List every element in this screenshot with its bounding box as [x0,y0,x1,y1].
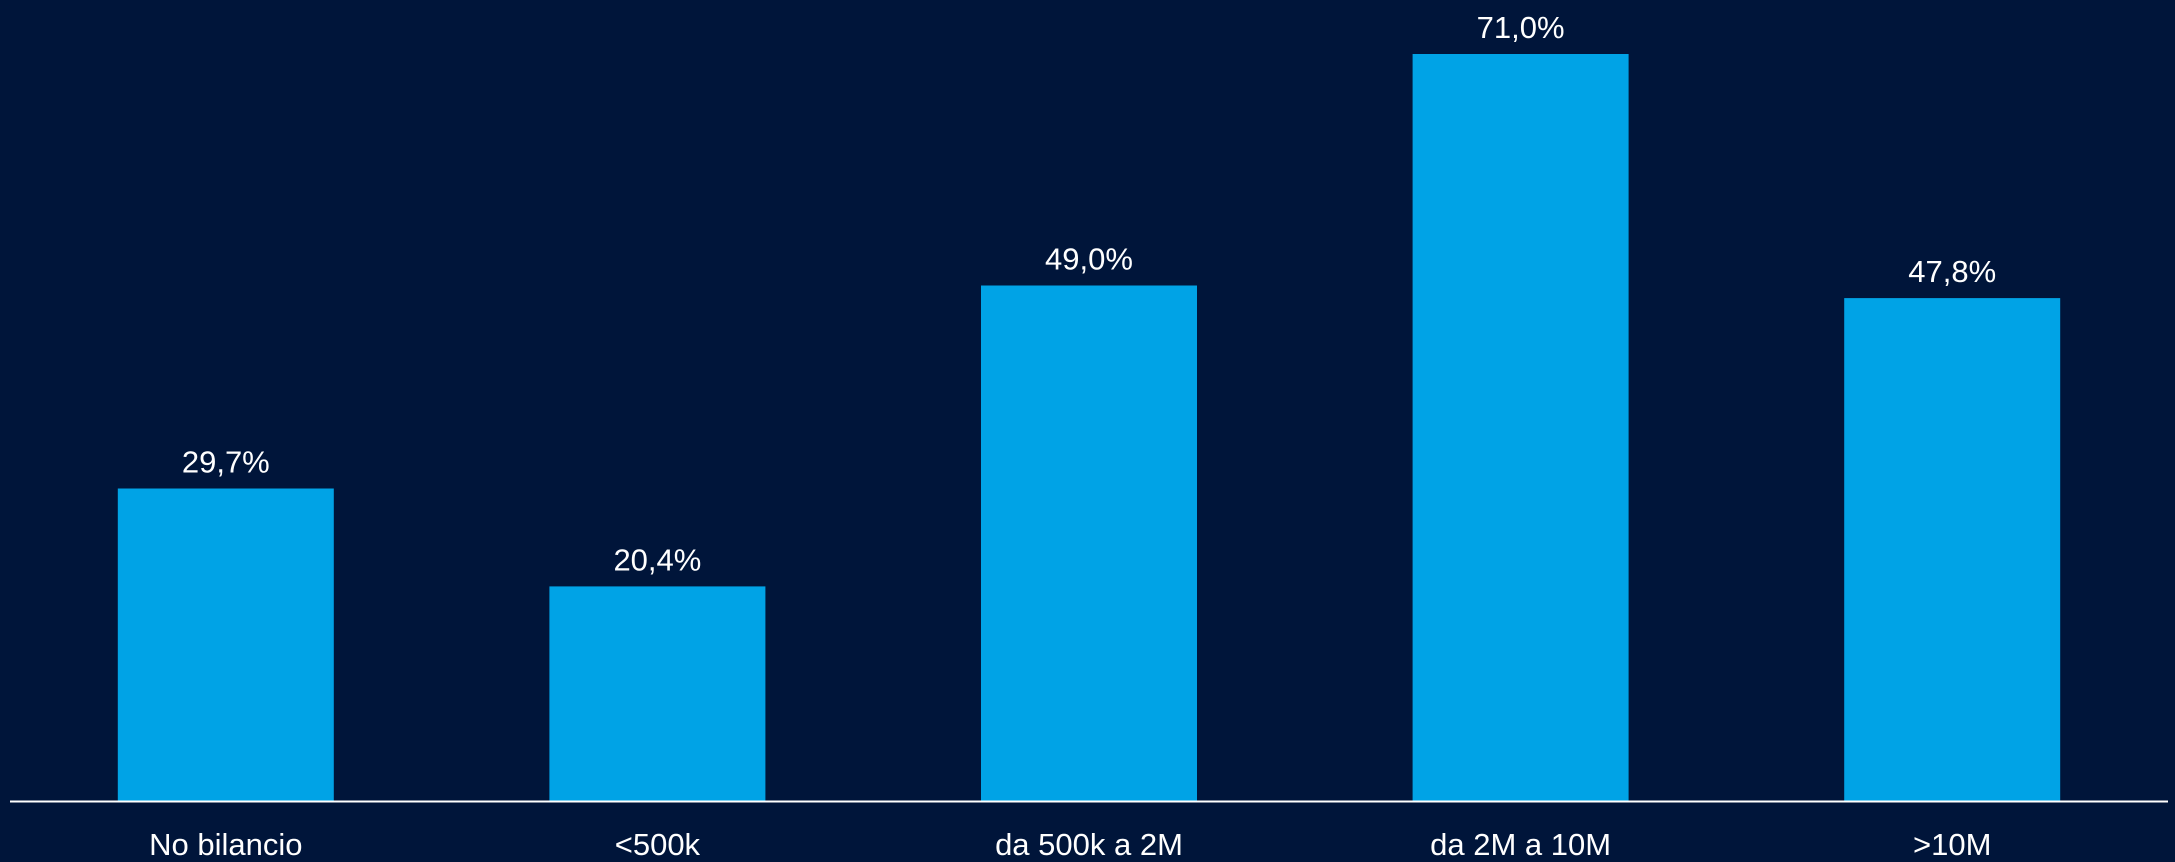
x-tick-label: No bilancio [149,827,302,862]
bar-value-label: 71,0% [1477,10,1565,45]
bar [1844,298,2061,801]
bar [117,488,334,801]
value-labels-layer: 29,7% 20,4% 49,0% 71,0% 47,8% [182,10,1996,577]
x-tick-label: <500k [615,827,701,862]
category-labels-layer: No bilancio <500k da 500k a 2M da 2M a 10M >… [149,827,1991,862]
bar-value-label: 20,4% [613,542,701,577]
x-tick-label: da 500k a 2M [995,827,1183,862]
x-tick-label: >10M [1913,827,1991,862]
bar [1412,54,1629,801]
x-tick-label: da 2M a 10M [1430,827,1611,862]
bar-value-label: 47,8% [1908,254,1996,289]
bars-layer [117,54,2061,801]
bar [981,285,1197,801]
bar [549,586,766,801]
bar-value-label: 49,0% [1045,242,1133,277]
bar-value-label: 29,7% [182,445,270,480]
